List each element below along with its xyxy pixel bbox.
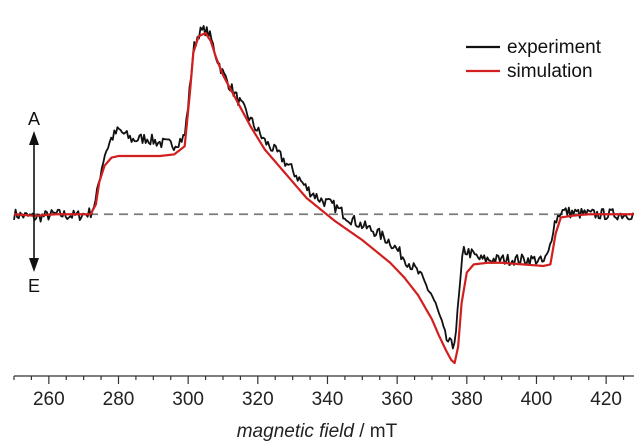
x-axis-label-unit: / mT bbox=[354, 421, 398, 442]
x-tick-label: 340 bbox=[312, 389, 344, 410]
x-tick-label: 380 bbox=[451, 389, 483, 410]
legend-label-simulation: simulation bbox=[507, 61, 593, 82]
x-tick-label: 320 bbox=[242, 389, 274, 410]
x-axis-label-quantity: magnetic field bbox=[237, 421, 356, 442]
x-axis-ticks: 260 280 300 320 340 360 380 400 420 bbox=[13, 376, 625, 410]
legend-label-experiment: experiment bbox=[507, 37, 602, 58]
emission-label: E bbox=[28, 276, 40, 296]
series-line-simulation bbox=[13, 31, 634, 365]
x-tick-label: 300 bbox=[172, 389, 204, 410]
arrow-up-head-icon bbox=[29, 131, 39, 145]
absorption-label: A bbox=[28, 109, 40, 129]
series-line-experiment bbox=[13, 25, 635, 350]
series-layer bbox=[13, 25, 635, 365]
x-axis-label: magnetic field / mT bbox=[237, 421, 398, 442]
arrow-down-head-icon bbox=[29, 258, 39, 272]
x-tick-label: 420 bbox=[590, 389, 622, 410]
x-tick-label: 260 bbox=[33, 389, 65, 410]
x-tick-label: 280 bbox=[103, 389, 135, 410]
x-tick-label: 400 bbox=[521, 389, 553, 410]
absorption-emission-arrow: A E bbox=[28, 109, 40, 296]
x-tick-label: 360 bbox=[381, 389, 413, 410]
legend: experiment simulation bbox=[466, 37, 602, 82]
